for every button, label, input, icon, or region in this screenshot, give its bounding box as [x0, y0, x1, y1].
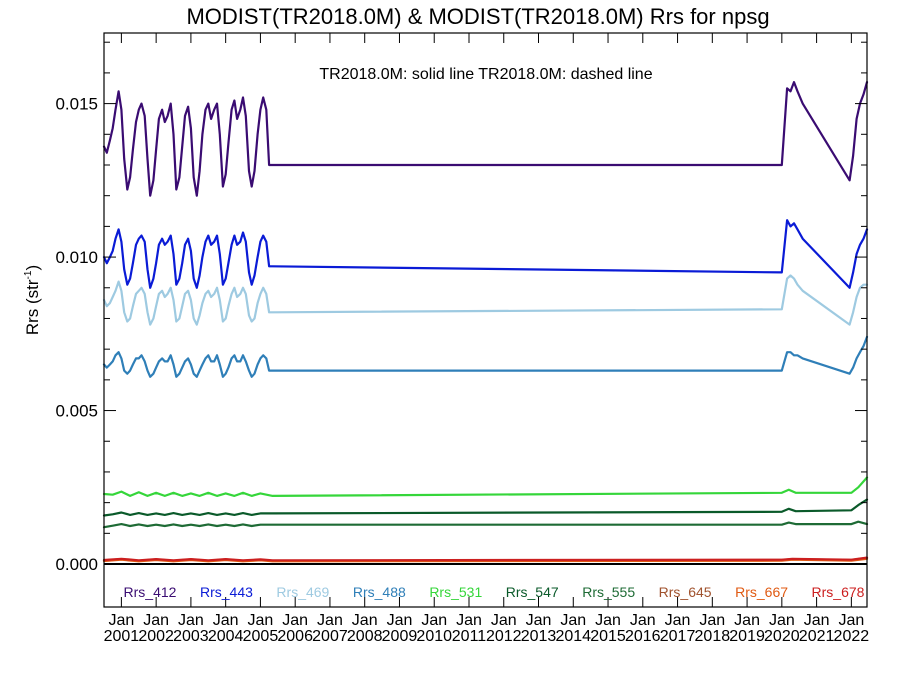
series-line-rrs-547 — [102, 498, 869, 517]
x-tick-label-year: 2015 — [590, 628, 626, 645]
x-tick-label-month: Jan — [838, 612, 864, 629]
x-tick-label-month: Jan — [560, 612, 586, 629]
x-tick-label-year: 2012 — [486, 628, 522, 645]
series-group — [102, 81, 869, 563]
x-tick-label-month: Jan — [526, 612, 552, 629]
y-tick-label: 0.015 — [55, 95, 98, 114]
series-line-rrs-531 — [102, 476, 869, 497]
y-tick-label: 0.005 — [55, 402, 98, 421]
series-line-rrs-488 — [102, 335, 869, 378]
x-tick-label-month: Jan — [143, 612, 169, 629]
x-tick-label-year: 2004 — [208, 628, 244, 645]
series-line-rrs-412 — [102, 81, 869, 197]
legend-item-rrs-443: Rrs_443 — [200, 584, 253, 600]
x-tick-label-year: 2007 — [312, 628, 348, 645]
x-tick-label-month: Jan — [387, 612, 413, 629]
x-tick-label-month: Jan — [213, 612, 239, 629]
chart-title: MODIST(TR2018.0M) & MODIST(TR2018.0M) Rr… — [186, 4, 769, 29]
x-tick-label-year: 2016 — [625, 628, 661, 645]
y-ticks: 0.000 0.005 0.010 0.015 — [55, 41, 867, 574]
x-tick-label-year: 2006 — [277, 628, 313, 645]
x-tick-label-year: 2003 — [173, 628, 209, 645]
y-axis-label: Rrs (str-1) — [23, 265, 42, 335]
x-tick-label-year: 2011 — [452, 628, 487, 645]
x-tick-label-month: Jan — [108, 612, 134, 629]
legend-item-rrs-469: Rrs_469 — [276, 584, 329, 600]
legend-item-rrs-488: Rrs_488 — [353, 584, 406, 600]
x-tick-label-month: Jan — [804, 612, 830, 629]
x-tick-label-month: Jan — [491, 612, 517, 629]
legend-item-rrs-531: Rrs_531 — [429, 584, 482, 600]
y-axis-label-close: ) — [23, 265, 42, 271]
x-tick-label-year: 2022 — [834, 628, 870, 645]
x-tick-label-month: Jan — [317, 612, 343, 629]
series-line-rrs-443 — [102, 219, 869, 289]
series-line-rrs-469 — [102, 274, 869, 326]
x-tick-label-month: Jan — [665, 612, 691, 629]
legend-item-rrs-555: Rrs_555 — [582, 584, 635, 600]
x-tick-label-month: Jan — [248, 612, 274, 629]
y-tick-label: 0.010 — [55, 248, 98, 267]
x-tick-label-month: Jan — [352, 612, 378, 629]
plot-frame — [103, 32, 868, 608]
x-tick-label-year: 2018 — [695, 628, 731, 645]
x-tick-label-year: 2017 — [660, 628, 696, 645]
x-ticks: Jan2001Jan2002Jan2003Jan2004Jan2005Jan20… — [104, 33, 870, 645]
x-tick-label-year: 2002 — [138, 628, 174, 645]
y-axis-label-text: Rrs (str — [23, 279, 42, 335]
x-tick-label-month: Jan — [595, 612, 621, 629]
series-line-rrs-678 — [102, 556, 869, 562]
legend: Rrs_412 Rrs_443 Rrs_469 Rrs_488 Rrs_531 Rrs_5… — [124, 584, 865, 600]
x-tick-label-year: 2013 — [521, 628, 557, 645]
x-tick-label-month: Jan — [734, 612, 760, 629]
chart-subtitle: TR2018.0M: solid line TR2018.0M: dashed … — [319, 66, 652, 83]
x-tick-label-month: Jan — [178, 612, 204, 629]
legend-item-rrs-547: Rrs_547 — [506, 584, 559, 600]
x-tick-label-month: Jan — [456, 612, 482, 629]
x-tick-label-year: 2005 — [243, 628, 279, 645]
x-tick-label-year: 2014 — [555, 628, 591, 645]
x-tick-label-year: 2008 — [347, 628, 383, 645]
x-tick-label-year: 2010 — [416, 628, 452, 645]
legend-item-rrs-645: Rrs_645 — [659, 584, 712, 600]
x-tick-label-year: 2001 — [104, 628, 140, 645]
y-axis-label-sup: -1 — [23, 270, 34, 279]
x-tick-label-month: Jan — [769, 612, 795, 629]
x-tick-label-year: 2020 — [764, 628, 800, 645]
x-tick-label-month: Jan — [699, 612, 725, 629]
series-line-rrs-555 — [102, 520, 869, 529]
legend-item-rrs-667: Rrs_667 — [735, 584, 788, 600]
x-tick-label-month: Jan — [630, 612, 656, 629]
x-tick-label-year: 2021 — [799, 628, 835, 645]
y-tick-label: 0.000 — [55, 555, 98, 574]
legend-item-rrs-412: Rrs_412 — [124, 584, 177, 600]
x-tick-label-month: Jan — [282, 612, 308, 629]
legend-item-rrs-678: Rrs_678 — [812, 584, 865, 600]
x-tick-label-year: 2009 — [382, 628, 418, 645]
x-tick-label-month: Jan — [421, 612, 447, 629]
x-tick-label-year: 2019 — [729, 628, 765, 645]
